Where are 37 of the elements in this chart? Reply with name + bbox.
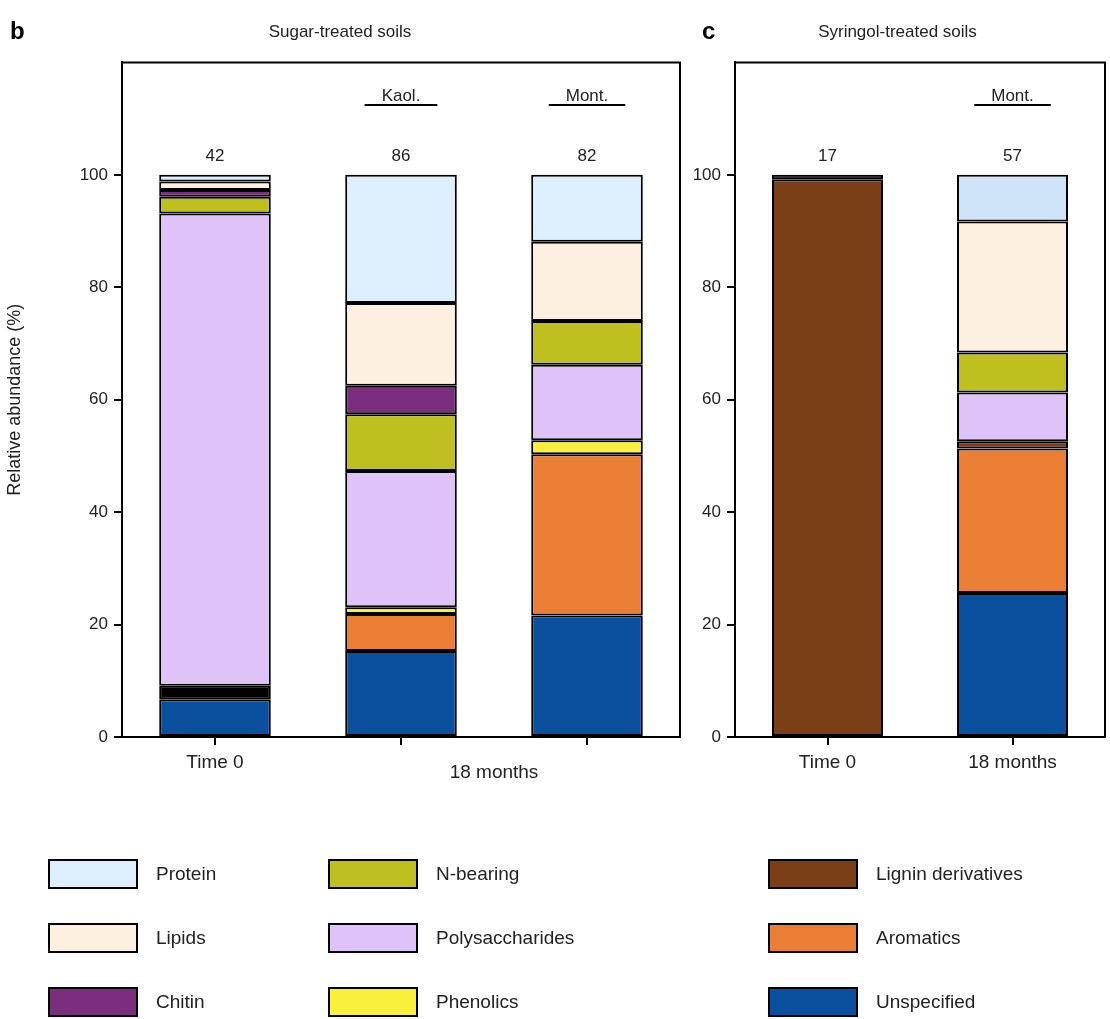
text: b [10,16,25,44]
y-tick-label: 20 [702,614,721,634]
annotation: 42 [205,146,225,166]
legend-label: Unspecified [876,991,976,1013]
y-tick-label: 60 [89,389,108,409]
legend-label: Chitin [156,991,205,1013]
y-axis-title: Relative abundance (%) [3,303,24,496]
x-tick-label: Time 0 [798,750,857,772]
annotation: Mont. [564,86,610,107]
y-tick-label: 100 [79,164,108,184]
text: c [702,16,716,44]
legend-label: N-bearing [436,863,520,885]
annotation: 57 [1003,146,1022,166]
y-tick-label: 80 [89,276,108,296]
chart-title: Syringol-treated soils [818,21,977,41]
annotation: 17 [818,146,837,166]
legend-label: Protein [156,863,217,885]
annotation: Kaol. [380,86,422,107]
y-tick-label: 40 [702,501,721,521]
y-tick-label: 20 [89,614,108,634]
y-tick-label: 0 [98,726,108,746]
y-tick-label: 0 [711,726,721,746]
y-tick-label: 100 [692,164,721,184]
annotation: Mont. [990,86,1035,107]
legend-label: Lignin derivatives [876,863,1023,885]
annotation: 82 [577,146,597,166]
chart-title: Sugar-treated soils [268,21,412,41]
legend-label: Lipids [156,927,206,949]
x-tick-label: 18 months [968,750,1057,772]
annotation: 86 [391,146,411,166]
y-tick-label: 40 [89,501,108,521]
legend-label: Phenolics [436,991,519,1013]
legend-label: Aromatics [876,927,961,949]
legend-label: Polysaccharides [436,927,575,949]
y-tick-label: 80 [702,276,721,296]
x-tick-label: Time 0 [186,750,244,772]
y-tick-label: 60 [702,389,721,409]
